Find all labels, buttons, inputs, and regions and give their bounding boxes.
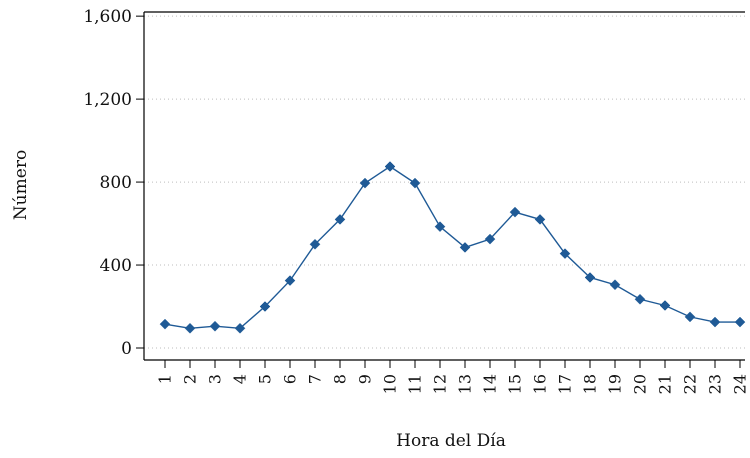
x-tick-label: 22: [681, 374, 700, 394]
x-tick-label: 21: [656, 374, 675, 394]
data-point: [234, 322, 246, 334]
data-point: [409, 177, 421, 189]
x-tick-label: 20: [631, 374, 650, 394]
data-point: [534, 214, 546, 225]
data-point: [309, 238, 321, 250]
x-tick-label: 19: [606, 374, 625, 394]
data-point: [334, 214, 346, 225]
x-tick-label: 3: [206, 374, 225, 384]
data-point: [509, 206, 521, 218]
data-point: [384, 161, 396, 172]
x-tick-label: 1: [156, 374, 175, 384]
data-point: [734, 316, 746, 328]
gridlines: [144, 15, 745, 349]
y-tick-label: 800: [100, 173, 132, 193]
data-point: [584, 272, 596, 283]
x-axis-label: Hora del Día: [396, 431, 506, 451]
y-tick-label: 0: [121, 339, 132, 359]
data-point: [684, 311, 696, 323]
x-tick-label: 5: [256, 374, 275, 384]
y-tick-label: 1,600: [83, 7, 132, 27]
x-tick-label: 11: [406, 374, 425, 394]
data-point: [434, 221, 446, 233]
y-axis-label: Número: [11, 150, 31, 220]
data-point: [359, 177, 371, 189]
data-point: [709, 316, 721, 328]
data-point: [159, 318, 171, 330]
x-tick-label: 9: [356, 374, 375, 384]
data-point: [459, 242, 471, 253]
axis-labels: Hora del Día Número: [11, 150, 506, 451]
x-tick-label: 13: [456, 374, 475, 394]
x-tick-label: 8: [331, 374, 350, 384]
series: [159, 161, 746, 334]
series-line-0: [164, 165, 740, 330]
data-point: [284, 275, 296, 286]
data-point: [209, 320, 221, 332]
x-tick-label: 6: [281, 374, 300, 384]
data-point: [484, 233, 496, 245]
data-point: [559, 248, 571, 259]
data-point: [659, 300, 671, 311]
x-tick-label: 16: [531, 374, 550, 394]
x-tick-label: 7: [306, 374, 325, 384]
x-tick-label: 17: [556, 374, 575, 394]
x-tick-label: 18: [581, 374, 600, 394]
x-tick-label: 12: [431, 374, 450, 394]
x-tick-label: 23: [706, 374, 725, 394]
data-point: [609, 279, 621, 291]
data-point: [259, 301, 271, 312]
x-tick-label: 4: [231, 374, 250, 384]
x-tick-label: 24: [731, 374, 750, 394]
x-tick-label: 15: [506, 374, 525, 394]
data-point: [634, 293, 646, 305]
data-point: [184, 322, 196, 334]
x-tick-label: 14: [481, 374, 500, 394]
x-tick-label: 2: [181, 374, 200, 384]
x-tick-label: 10: [381, 374, 400, 394]
y-tick-label: 1,200: [83, 90, 132, 110]
y-tick-label: 400: [100, 256, 132, 276]
